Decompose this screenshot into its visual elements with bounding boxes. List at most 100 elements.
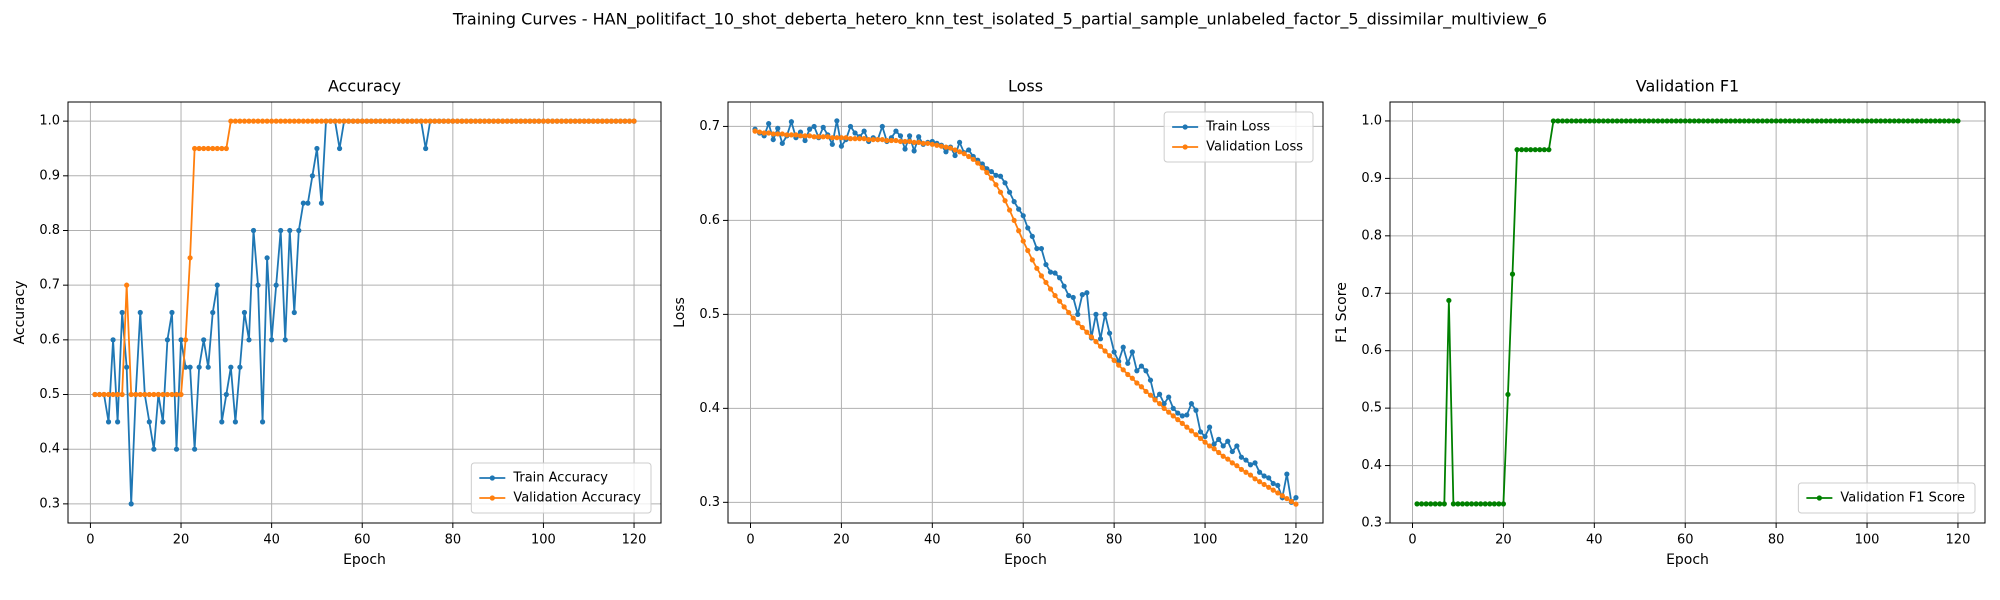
data-point — [911, 148, 917, 154]
data-point — [779, 140, 785, 146]
data-point — [984, 169, 990, 176]
data-point — [820, 124, 826, 130]
data-point — [413, 118, 420, 124]
data-point — [1873, 118, 1879, 124]
data-point — [237, 118, 243, 124]
data-point — [336, 145, 343, 152]
y-tick-label: 0.7 — [1361, 286, 1382, 301]
data-point — [1220, 453, 1226, 459]
data-point — [318, 200, 325, 206]
data-point — [1482, 501, 1488, 507]
data-point — [169, 391, 175, 398]
data-point — [1025, 225, 1031, 231]
data-point — [1038, 245, 1045, 252]
x-tick-label: 0 — [86, 533, 94, 548]
data-point — [811, 123, 817, 130]
data-point — [124, 364, 130, 370]
data-point — [355, 118, 361, 124]
data-point — [318, 118, 325, 124]
data-point — [1446, 297, 1452, 304]
data-point — [1468, 501, 1475, 507]
data-point — [1084, 290, 1090, 296]
data-point — [201, 145, 207, 152]
data-point — [1682, 118, 1688, 124]
data-point — [581, 118, 587, 124]
data-point — [219, 145, 225, 152]
data-point — [961, 151, 967, 157]
data-point — [287, 227, 293, 234]
data-point — [178, 337, 184, 343]
data-point — [1700, 118, 1707, 124]
data-point — [906, 138, 913, 145]
data-point — [1441, 501, 1447, 507]
data-point — [852, 136, 858, 142]
data-point — [1056, 275, 1063, 281]
data-point — [1909, 118, 1916, 124]
data-point — [1559, 118, 1566, 124]
x-tick-label: 0 — [746, 533, 754, 548]
data-point — [775, 131, 781, 137]
data-point — [1197, 429, 1204, 435]
x-tick-label: 20 — [173, 533, 190, 548]
data-point — [115, 419, 121, 425]
data-point — [1937, 118, 1943, 124]
data-point — [269, 337, 275, 343]
data-point — [201, 337, 207, 343]
data-point — [214, 145, 220, 152]
data-point — [192, 145, 198, 152]
data-point — [1116, 362, 1122, 368]
data-point — [1147, 392, 1154, 398]
data-point — [993, 172, 999, 178]
data-point — [1878, 118, 1884, 124]
data-point — [1034, 265, 1040, 271]
data-point — [250, 227, 257, 234]
data-point — [459, 118, 465, 124]
data-point — [1868, 118, 1875, 124]
data-point — [160, 391, 166, 398]
data-point — [278, 118, 284, 124]
data-point — [572, 118, 578, 124]
data-point — [1188, 428, 1195, 434]
data-point — [409, 118, 415, 124]
data-point — [811, 134, 817, 140]
data-point — [752, 128, 758, 134]
data-point — [1518, 147, 1525, 153]
data-point — [966, 153, 972, 160]
y-axis-label: F1 Score — [1334, 282, 1350, 343]
data-point — [491, 118, 497, 124]
data-point — [246, 118, 252, 124]
legend-label: Train Loss — [1205, 120, 1270, 135]
data-point — [1079, 292, 1085, 298]
data-point — [110, 337, 116, 343]
data-point — [943, 144, 949, 150]
legend-label: Validation Accuracy — [513, 491, 641, 506]
data-point — [1673, 118, 1679, 124]
data-point — [1478, 501, 1484, 507]
data-point — [1687, 118, 1693, 124]
data-point — [1111, 349, 1117, 355]
y-tick-label: 0.9 — [1361, 171, 1382, 186]
data-point — [1532, 147, 1538, 153]
data-point — [472, 118, 479, 124]
data-point — [1070, 315, 1076, 321]
data-point — [1591, 118, 1597, 124]
x-tick-label: 120 — [1284, 533, 1309, 548]
plot-frame — [67, 101, 662, 524]
x-tick-label: 80 — [445, 533, 462, 548]
y-tick-label: 0.8 — [39, 223, 60, 238]
data-point — [1156, 401, 1163, 407]
data-point — [1896, 118, 1902, 124]
data-point — [970, 156, 976, 162]
data-point — [838, 135, 845, 141]
data-point — [1147, 377, 1154, 383]
y-tick-label: 0.7 — [699, 119, 720, 134]
data-point — [1432, 501, 1438, 507]
data-point — [518, 118, 524, 124]
data-point — [314, 118, 320, 124]
data-point — [934, 142, 940, 148]
data-point — [604, 118, 610, 124]
data-point — [1900, 118, 1907, 124]
data-point — [291, 309, 297, 316]
data-point — [1170, 405, 1176, 411]
